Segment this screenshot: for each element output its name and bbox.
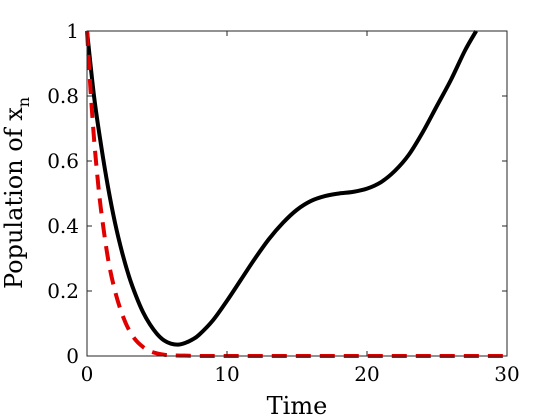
x-tick-label: 10 — [214, 362, 239, 386]
tick-layer: 0 10 20 30 0 0.2 0.4 0.6 0.8 1 — [47, 19, 520, 386]
y-axis-title-subscript: n — [14, 97, 33, 107]
y-axis-title: Population of xn — [0, 97, 33, 289]
x-tick-label: 20 — [354, 362, 379, 386]
x-axis-title: Time — [267, 392, 328, 420]
y-tick-label: 0.2 — [47, 279, 79, 303]
plot-area — [87, 31, 507, 356]
y-tick-label: 0.4 — [47, 214, 79, 238]
y-tick-label: 1 — [66, 19, 79, 43]
x-tick-label: 30 — [494, 362, 519, 386]
y-tick-label: 0.6 — [47, 149, 79, 173]
y-axis-title-group: Population of xn — [0, 97, 33, 289]
solid-black-series-line — [85, 29, 478, 347]
y-tick-label: 0.8 — [47, 84, 79, 108]
plot-frame — [86, 30, 508, 357]
y-axis-title-main: Population of x — [0, 107, 28, 289]
x-tick-label: 0 — [81, 362, 94, 386]
y-tick-label: 0 — [66, 344, 79, 368]
